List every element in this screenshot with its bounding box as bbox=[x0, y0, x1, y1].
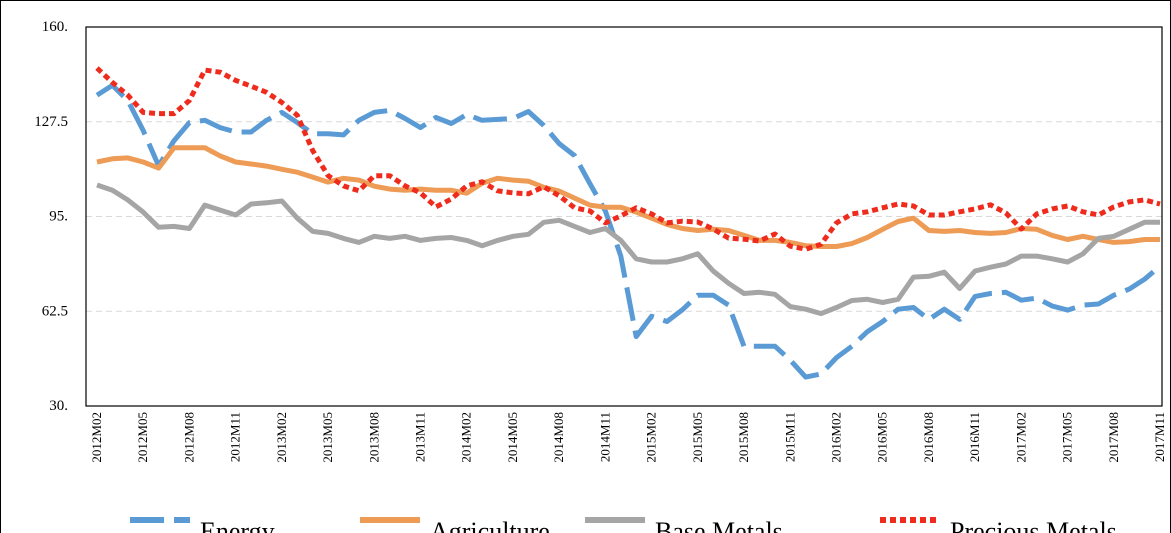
x-tick-label: 2013M05 bbox=[320, 412, 335, 463]
x-tick-label: 2015M05 bbox=[690, 412, 705, 463]
x-tick-label: 2017M05 bbox=[1060, 412, 1075, 463]
x-tick-label: 2015M11 bbox=[782, 412, 797, 462]
x-tick-label: 2014M02 bbox=[459, 412, 474, 463]
x-tick-label: 2014M11 bbox=[597, 412, 612, 462]
x-tick-label: 2015M02 bbox=[644, 412, 659, 463]
x-tick-label: 2016M02 bbox=[828, 412, 843, 463]
x-tick-label: 2012M02 bbox=[89, 412, 104, 463]
x-tick-label: 2014M05 bbox=[505, 412, 520, 463]
x-tick-label: 2012M05 bbox=[135, 412, 150, 463]
x-tick-label: 2012M08 bbox=[181, 412, 196, 463]
legend-label: Precious Metals bbox=[950, 517, 1117, 533]
x-tick-label: 2013M02 bbox=[274, 412, 289, 463]
x-tick-label: 2016M08 bbox=[921, 412, 936, 463]
x-tick-label: 2013M08 bbox=[366, 412, 381, 463]
series-line bbox=[95, 82, 1162, 380]
legend-label: Energy bbox=[200, 517, 275, 533]
y-tick-label: 30. bbox=[49, 398, 68, 414]
x-tick-label: 2014M08 bbox=[551, 412, 566, 463]
x-tick-label: 2017M11 bbox=[1152, 412, 1167, 462]
legend-label: Agriculture bbox=[430, 517, 550, 533]
y-tick-label: 160. bbox=[42, 19, 68, 35]
x-tick-label: 2017M08 bbox=[1106, 412, 1121, 463]
x-tick-label: 2012M11 bbox=[228, 412, 243, 462]
x-tick-label: 2016M11 bbox=[967, 412, 982, 462]
x-tick-label: 2015M08 bbox=[736, 412, 751, 463]
y-tick-label: 95. bbox=[49, 209, 68, 225]
y-tick-label: 127.5 bbox=[34, 114, 68, 130]
x-tick-label: 2017M02 bbox=[1013, 412, 1028, 463]
legend-label: Base Metals bbox=[655, 517, 783, 533]
plot-area bbox=[85, 26, 1163, 407]
series-line bbox=[95, 66, 1161, 252]
series-line bbox=[96, 145, 1160, 249]
y-tick-label: 62.5 bbox=[42, 303, 68, 319]
x-tick-label: 2013M11 bbox=[413, 412, 428, 462]
x-tick-label: 2016M05 bbox=[875, 412, 890, 463]
series-line bbox=[96, 182, 1160, 317]
